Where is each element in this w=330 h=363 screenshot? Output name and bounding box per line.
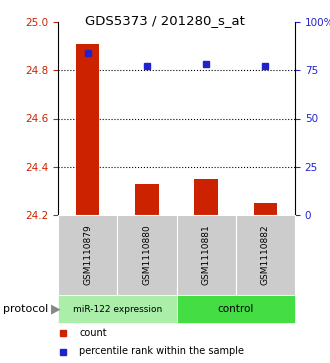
Text: GSM1110880: GSM1110880: [142, 225, 151, 285]
Text: protocol: protocol: [3, 304, 49, 314]
Bar: [58, 295, 177, 323]
Text: GDS5373 / 201280_s_at: GDS5373 / 201280_s_at: [85, 14, 245, 27]
Text: GSM1110882: GSM1110882: [261, 225, 270, 285]
Bar: [194, 179, 218, 215]
Bar: [58, 215, 117, 295]
Text: control: control: [217, 304, 254, 314]
Text: ▶: ▶: [51, 302, 61, 315]
Bar: [76, 44, 99, 215]
Bar: [236, 215, 295, 295]
Bar: [117, 215, 177, 295]
Bar: [253, 203, 277, 215]
Bar: [135, 184, 159, 215]
Text: GSM1110881: GSM1110881: [202, 225, 211, 285]
Bar: [177, 295, 295, 323]
Text: GSM1110879: GSM1110879: [83, 225, 92, 285]
Text: miR-122 expression: miR-122 expression: [73, 305, 162, 314]
Text: count: count: [79, 327, 107, 338]
Bar: [177, 215, 236, 295]
Text: percentile rank within the sample: percentile rank within the sample: [79, 347, 244, 356]
